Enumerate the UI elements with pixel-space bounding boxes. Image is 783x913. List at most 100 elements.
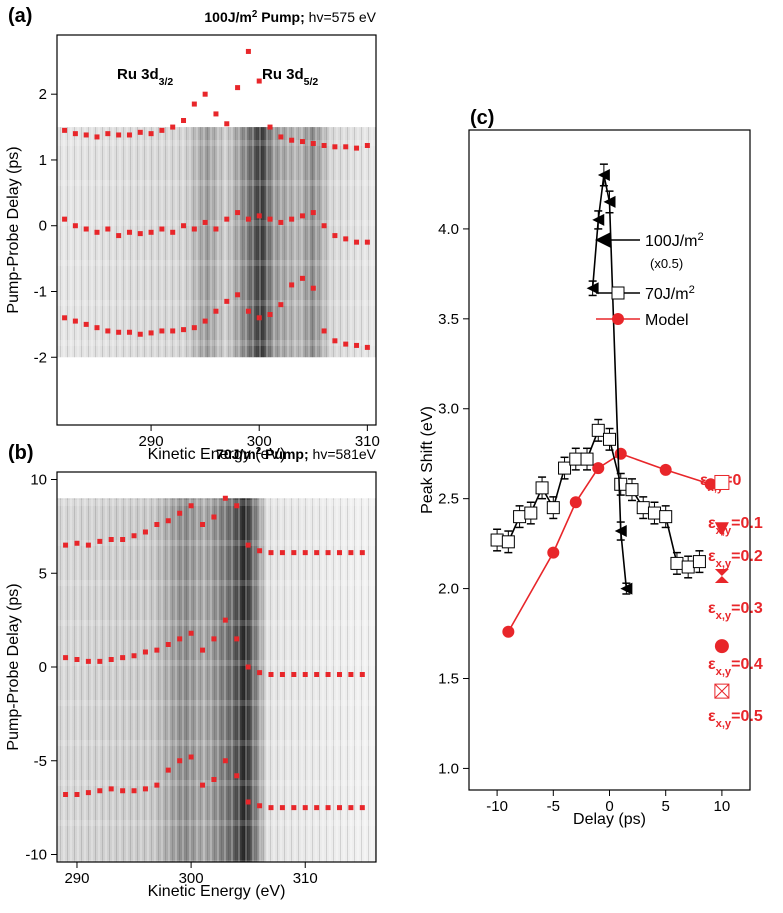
spectrum-point — [148, 131, 154, 137]
epsilon-label: εx,y=0.1 — [708, 515, 763, 537]
spectrum-point — [63, 792, 69, 797]
epsilon-label: εx,y=0.5 — [708, 708, 763, 730]
spectrum-point — [332, 233, 338, 239]
epsilon-label-part: x,y — [716, 718, 732, 730]
spectrum-point — [131, 533, 137, 539]
x-tick-label: 0 — [605, 798, 613, 815]
marker-square — [647, 506, 661, 520]
spectrum-point — [159, 328, 165, 334]
spectrum-point — [224, 121, 230, 127]
x-tick-label: 290 — [139, 433, 164, 450]
spectrum-point — [131, 653, 137, 659]
legend-label-part: Model — [645, 312, 689, 329]
spectrum-point — [213, 226, 219, 232]
spectrum-point — [126, 229, 132, 235]
spectrum-point — [74, 657, 80, 662]
marker-circle — [704, 478, 717, 491]
marker-square — [714, 474, 730, 490]
spectrum-point — [257, 548, 263, 554]
epsilon-label: εx,y=0.3 — [708, 600, 763, 622]
spectrum-point — [137, 331, 143, 337]
spectrum-point — [191, 101, 197, 107]
spectrum-point — [72, 318, 78, 324]
spectrum-point — [279, 550, 285, 556]
marker-triangle — [614, 525, 627, 538]
spectrum-point — [200, 522, 206, 527]
marker-square — [603, 432, 616, 446]
panel-title-part: hv=575 eV — [305, 9, 377, 25]
spectrum-point — [325, 805, 331, 811]
y-tick-label: 10 — [30, 472, 47, 489]
spectrum-point — [235, 85, 241, 91]
spectrum-point — [256, 315, 262, 321]
x-tick-label: 10 — [714, 798, 731, 815]
spectrum-point — [278, 134, 284, 140]
spectrum-point — [154, 782, 160, 788]
spectrum-point — [213, 111, 219, 117]
spectrum-point — [314, 550, 320, 556]
spectrum-point — [191, 325, 197, 331]
panel-label: (a) — [8, 5, 32, 27]
spectrum-point — [85, 542, 91, 548]
spectrum-point — [354, 145, 360, 151]
marker-square — [625, 483, 639, 497]
x-axis-label: Delay (ps) — [573, 811, 646, 828]
spectrum-point — [83, 226, 89, 232]
spectrum-point — [159, 226, 165, 232]
spectrum-point — [336, 805, 342, 811]
marker-square — [591, 423, 605, 437]
epsilon-label-part: ε — [708, 656, 716, 673]
legend-label-part: 2 — [697, 231, 703, 243]
legend-label-part: 2 — [689, 284, 695, 296]
y-axis-label: Peak Shift (eV) — [419, 406, 436, 514]
x-tick-label: 290 — [64, 870, 89, 887]
spectrum-point — [289, 282, 295, 288]
spectrum-point — [299, 139, 305, 145]
peak-annotation-part: Ru 3d — [262, 66, 304, 83]
spectrum-point — [222, 758, 228, 764]
spectrum-point — [299, 213, 305, 219]
y-tick-label: -5 — [34, 753, 47, 770]
spectrum-point — [120, 788, 126, 794]
spectrum-point — [279, 672, 285, 677]
panel-title-part: hv=581eV — [309, 446, 377, 462]
marker-circle — [614, 447, 627, 460]
y-tick-label: 4.0 — [438, 221, 459, 238]
marker-square — [611, 286, 625, 300]
y-tick-label: 0 — [39, 218, 47, 235]
y-axis-label: Pump-Probe Delay (ps) — [5, 583, 22, 750]
spectrum-point — [267, 312, 273, 318]
x-axis-label: Kinetic Energy (eV) — [148, 883, 286, 900]
epsilon-label: εx,y=0.2 — [708, 548, 763, 570]
spectrum-point — [245, 48, 251, 54]
series-line — [496, 429, 700, 568]
spectrum-point — [336, 550, 342, 556]
spectrum-point — [202, 318, 208, 324]
spectrum-point — [245, 216, 251, 222]
spectrum-point — [165, 767, 171, 773]
spectrum-point — [200, 647, 206, 653]
spectrum-point — [154, 522, 160, 527]
spectrum-point — [234, 636, 240, 642]
spectrum-point — [321, 328, 327, 334]
panel-title-part: 2 — [252, 9, 258, 20]
spectrum-point — [364, 239, 370, 245]
spectrum-point — [137, 129, 143, 135]
spectrum-point — [354, 342, 360, 348]
marker-square — [501, 535, 515, 549]
marker-circle — [612, 313, 624, 325]
marker-square — [490, 533, 504, 547]
epsilon-label-part: =0.5 — [731, 708, 763, 725]
spectrum-point — [245, 542, 251, 548]
epsilon-label: εx,y=0.4 — [708, 656, 763, 678]
spectrum-point — [211, 514, 217, 520]
spectrum-point — [170, 229, 176, 235]
spectrum-point — [348, 672, 354, 677]
spectrum-point — [62, 315, 68, 321]
spectrum-point — [159, 127, 165, 133]
spectrum-point — [148, 330, 154, 336]
spectrum-point — [310, 210, 316, 216]
x-axis-label: Kinetic Energy (eV) — [148, 446, 286, 463]
legend-note: (x0.5) — [650, 256, 683, 271]
spectrum-point — [267, 216, 273, 222]
